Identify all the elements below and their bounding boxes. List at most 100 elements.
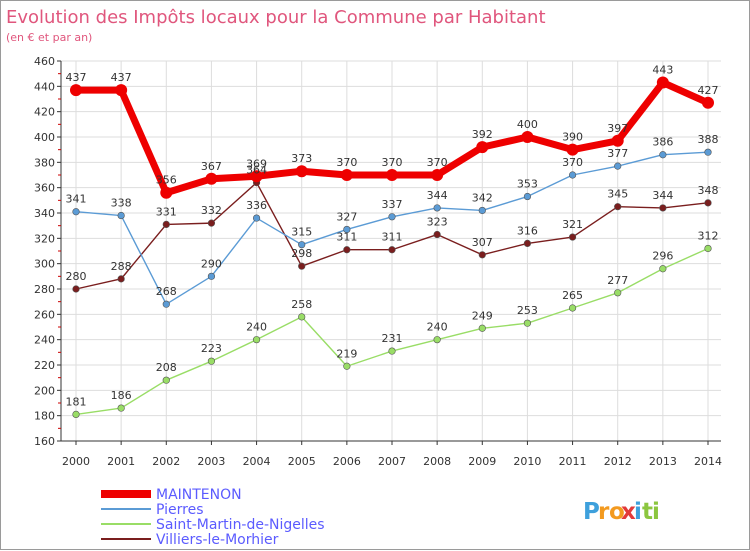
logo-letter: x [621,499,636,525]
y-tick-label: 300 [34,258,55,271]
data-point [614,289,622,297]
data-point [433,204,441,212]
data-point [72,285,80,293]
data-label: 321 [562,218,583,231]
legend-label: Saint-Martin-de-Nigelles [156,517,325,533]
data-label: 348 [698,184,719,197]
data-label: 356 [156,174,177,187]
data-point [702,96,714,109]
data-label: 332 [201,204,222,217]
data-label: 268 [156,285,177,298]
data-point [72,410,80,419]
logo-letter: r [598,499,610,525]
y-tick-label: 240 [34,334,55,347]
data-point [115,84,128,97]
series-lines [70,76,714,419]
data-point [252,214,261,222]
data-point [117,211,125,220]
data-label: 367 [201,160,222,173]
data-point [433,336,441,344]
data-point [162,300,170,308]
data-label: 219 [336,347,357,360]
y-tick-label: 380 [34,156,55,169]
data-label: 369 [246,157,267,170]
data-point [162,376,170,384]
data-label: 298 [291,247,312,260]
data-label: 240 [427,321,448,334]
data-label: 364 [246,164,267,177]
logo-letter: t [642,499,653,525]
data-point [656,76,669,89]
data-point [431,169,444,181]
data-label: 316 [517,224,538,237]
data-label: 315 [291,226,312,239]
data-label: 341 [66,193,87,206]
data-point [704,244,712,253]
data-label: 311 [382,231,403,244]
data-point [298,313,306,321]
x-tick-label: 2011 [559,455,587,468]
data-label: 386 [652,136,673,149]
data-label: 390 [562,131,583,144]
x-tick-label: 2005 [288,455,316,468]
data-label: 265 [562,289,583,302]
data-point [386,169,398,181]
data-point [207,272,216,280]
y-axis-ticks: 160 180 200 220 240 260 280 300 320 340 360 380 400 4… [34,55,61,448]
data-label: 344 [652,189,673,202]
y-tick-label: 260 [34,308,55,321]
data-point [523,319,532,327]
data-label: 290 [201,257,222,270]
data-point [478,206,486,215]
data-label: 443 [652,64,673,77]
y-tick-label: 180 [34,410,55,423]
data-label: 437 [111,71,132,84]
legend-label: MAINTENON [156,487,242,503]
data-point [433,230,441,239]
x-axis-ticks: 2000 2001 2002 2003 2004 2005 2006 2007 2008 2009… [62,441,722,468]
data-point [117,404,125,412]
y-tick-label: 460 [34,55,55,68]
x-tick-label: 2004 [243,455,271,468]
data-label: 336 [246,199,267,212]
y-tick-label: 420 [34,106,55,119]
y-tick-label: 400 [34,131,55,144]
data-label: 288 [111,260,132,273]
data-point [614,203,622,211]
data-point [476,141,489,154]
data-point [614,162,622,170]
logo-letter: o [609,499,625,525]
data-label: 312 [698,229,719,242]
data-label: 323 [427,216,448,229]
data-label: 400 [517,118,538,131]
data-label: 342 [472,191,493,204]
data-labels: 437 437 356 367 369 373 370 370 370 392 400 390 397 4… [66,64,719,409]
data-label: 345 [607,188,628,201]
data-label: 338 [111,197,132,210]
x-tick-label: 2008 [423,455,451,468]
data-point [568,171,577,179]
data-point [162,220,170,228]
logo-letter: i [652,499,660,525]
data-label: 296 [652,250,673,263]
data-label: 370 [382,156,403,169]
x-tick-label: 2001 [107,455,135,468]
y-tick-label: 160 [34,435,55,448]
data-point [388,246,396,254]
data-point [704,199,712,207]
data-label: 280 [66,270,87,283]
data-label: 337 [382,198,403,211]
data-label: 307 [472,236,493,249]
y-tick-label: 340 [34,207,55,220]
logo-letter: P [583,499,600,525]
data-point [568,233,577,241]
data-label: 397 [607,122,628,135]
legend-label: Pierres [156,502,204,518]
data-point [70,84,82,97]
data-label: 223 [201,342,222,355]
x-tick-label: 2010 [513,455,541,468]
data-label: 231 [382,332,403,345]
x-tick-label: 2003 [197,455,225,468]
data-label: 370 [562,156,583,169]
